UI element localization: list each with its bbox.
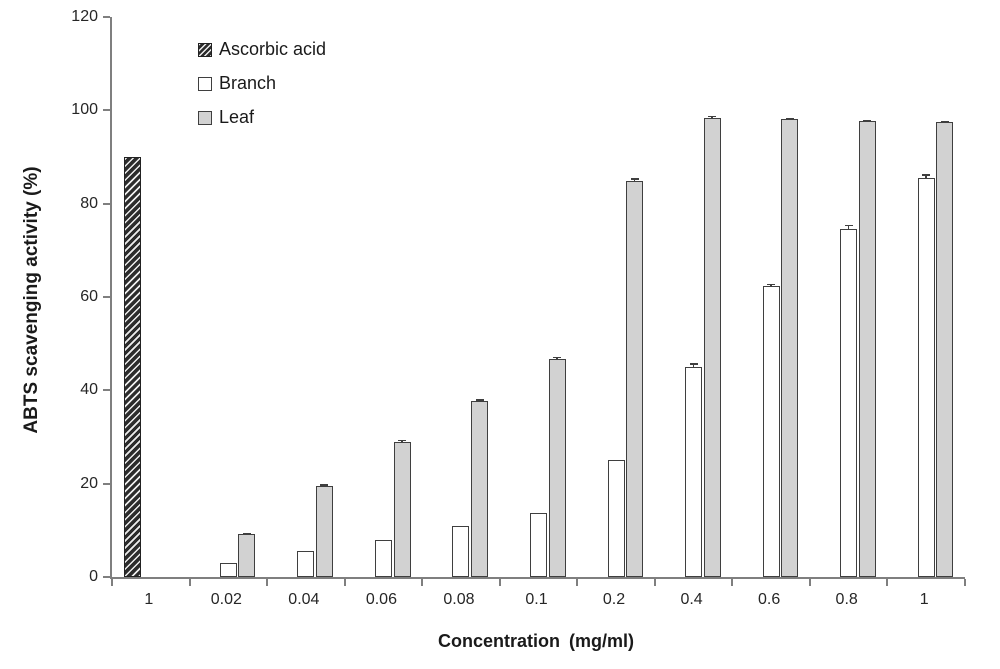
bar-leaf bbox=[393, 441, 411, 577]
y-axis-tick bbox=[103, 576, 110, 578]
x-tick-label: 0.2 bbox=[602, 591, 626, 608]
legend: Ascorbic acid Branch Leaf bbox=[198, 36, 326, 138]
error-bar-cap bbox=[320, 484, 329, 486]
x-axis-tick bbox=[498, 579, 501, 586]
error-bar-cap bbox=[689, 363, 698, 365]
y-axis-tick bbox=[103, 482, 110, 485]
y-tick-label: 80 bbox=[80, 194, 98, 212]
x-tick-label: 0.8 bbox=[835, 591, 858, 608]
bar-branch bbox=[219, 563, 237, 577]
error-bar-stem bbox=[925, 174, 927, 178]
x-tick-label: 0.04 bbox=[288, 591, 320, 608]
x-axis-tick bbox=[653, 579, 656, 586]
error-bar-cap bbox=[785, 117, 794, 120]
bar-branch bbox=[297, 551, 315, 577]
error-bar-stem bbox=[692, 363, 695, 367]
y-axis-tick bbox=[103, 389, 110, 392]
bar-leaf bbox=[315, 486, 333, 577]
error-bar-cap bbox=[844, 224, 853, 227]
y-axis-tick bbox=[103, 202, 110, 205]
legend-item-leaf: Leaf bbox=[198, 104, 326, 131]
x-tick-label: 0.08 bbox=[443, 591, 475, 608]
bar-branch bbox=[762, 286, 780, 577]
x-axis-title: Concentration (mg/ml) bbox=[438, 631, 634, 651]
y-axis-title: ABTS scavenging activity (%) bbox=[21, 166, 42, 434]
legend-item-ascorbic-acid: Ascorbic acid bbox=[198, 36, 326, 63]
x-axis-tick bbox=[188, 579, 191, 586]
bar-branch bbox=[530, 512, 547, 577]
bar-branch bbox=[917, 178, 935, 577]
gray-swatch-icon bbox=[198, 110, 212, 125]
x-axis-tick bbox=[266, 579, 269, 586]
x-axis-tick bbox=[808, 579, 811, 586]
y-tick-label: 20 bbox=[80, 474, 98, 492]
bar-leaf bbox=[858, 121, 876, 577]
error-bar-cap bbox=[553, 356, 562, 359]
y-axis-tick bbox=[103, 16, 110, 18]
x-axis-tick bbox=[964, 579, 966, 586]
bar-leaf bbox=[238, 534, 256, 577]
y-axis-tick bbox=[103, 296, 110, 298]
x-axis-tick bbox=[576, 579, 579, 586]
x-tick-label: 1 bbox=[144, 591, 154, 608]
error-bar-cap bbox=[398, 439, 406, 442]
y-axis-tick bbox=[103, 109, 110, 112]
y-tick-label: 60 bbox=[80, 288, 98, 305]
bar-branch bbox=[374, 539, 392, 577]
legend-item-branch: Branch bbox=[198, 70, 326, 97]
legend-label: Branch bbox=[219, 73, 277, 93]
x-tick-label: 0.06 bbox=[365, 591, 397, 608]
error-bar-cap bbox=[767, 283, 776, 286]
bar-leaf bbox=[548, 358, 566, 577]
y-tick-label: 120 bbox=[71, 8, 98, 25]
bar-branch bbox=[685, 367, 703, 577]
plot-area: 0 20 40 60 80 100 120 bbox=[71, 8, 966, 586]
error-bar-cap bbox=[475, 399, 484, 401]
bar-branch bbox=[607, 460, 625, 577]
error-bar-cap bbox=[630, 178, 639, 180]
error-bar-cap bbox=[922, 174, 931, 176]
error-bar-cap bbox=[708, 115, 717, 118]
error-bar-cap bbox=[940, 121, 949, 123]
white-swatch-icon bbox=[198, 76, 212, 91]
x-tick-label: 0.4 bbox=[680, 591, 703, 608]
legend-label: Leaf bbox=[219, 107, 255, 127]
error-bar-stem bbox=[847, 224, 850, 230]
x-axis-tick bbox=[421, 579, 424, 586]
hatched-swatch-icon bbox=[198, 42, 212, 57]
bar-leaf bbox=[471, 400, 489, 577]
error-bar-cap bbox=[863, 119, 872, 122]
bar-branch bbox=[452, 525, 470, 577]
y-tick-label: 0 bbox=[89, 568, 98, 585]
x-tick-label: 1 bbox=[919, 591, 929, 608]
x-tick-label: 0.1 bbox=[525, 591, 548, 608]
x-axis-tick bbox=[731, 579, 734, 586]
x-axis-tick bbox=[111, 579, 113, 586]
x-tick-label: 0.6 bbox=[758, 591, 781, 608]
y-tick-label: 40 bbox=[80, 381, 98, 399]
bar-branch bbox=[840, 229, 858, 577]
x-axis-tick bbox=[886, 579, 889, 586]
x-axis-tick bbox=[343, 579, 346, 586]
bar-leaf bbox=[626, 181, 644, 577]
error-bar-cap bbox=[242, 532, 251, 535]
bar-leaf bbox=[781, 119, 799, 577]
legend-label: Ascorbic acid bbox=[219, 39, 327, 59]
y-tick-label: 100 bbox=[71, 101, 98, 119]
bar-ascorbic-acid bbox=[123, 157, 141, 577]
bar-leaf bbox=[703, 117, 721, 577]
x-tick-label: 0.02 bbox=[210, 591, 242, 608]
bar-leaf bbox=[936, 122, 954, 577]
